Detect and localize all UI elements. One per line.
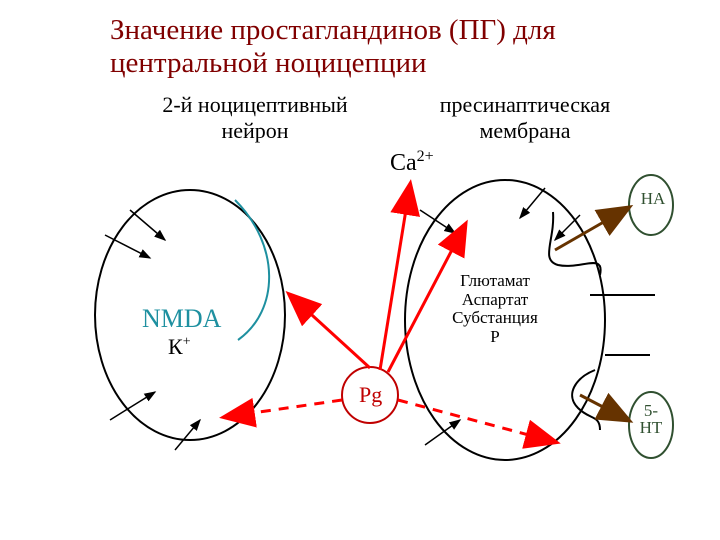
tick [420,210,455,233]
nmda-label: NMDA [142,304,221,334]
pg-label: Pg [359,382,382,408]
tick [520,188,545,218]
aspartate: Аспартат [462,290,529,309]
k-plus-label: К+ [168,334,191,360]
arrow-red [290,295,370,368]
tick [175,420,200,450]
tick [105,235,150,258]
diagram-canvas [0,0,720,540]
na-label: НА [638,190,668,207]
glutamate: Глютамат [460,271,530,290]
arrow-red-dashed [225,400,342,417]
tick [130,210,165,240]
arrow-brown [580,395,628,420]
ht-label: 5-НТ [636,402,666,436]
substance-p: Субстанция Р [452,308,538,346]
arrow-red-dashed [398,400,555,442]
teal-arc [235,200,269,340]
neurotransmitters-label: Глютамат Аспартат Субстанция Р [450,272,540,347]
slide: Значение простагландинов (ПГ) для центра… [0,0,720,540]
